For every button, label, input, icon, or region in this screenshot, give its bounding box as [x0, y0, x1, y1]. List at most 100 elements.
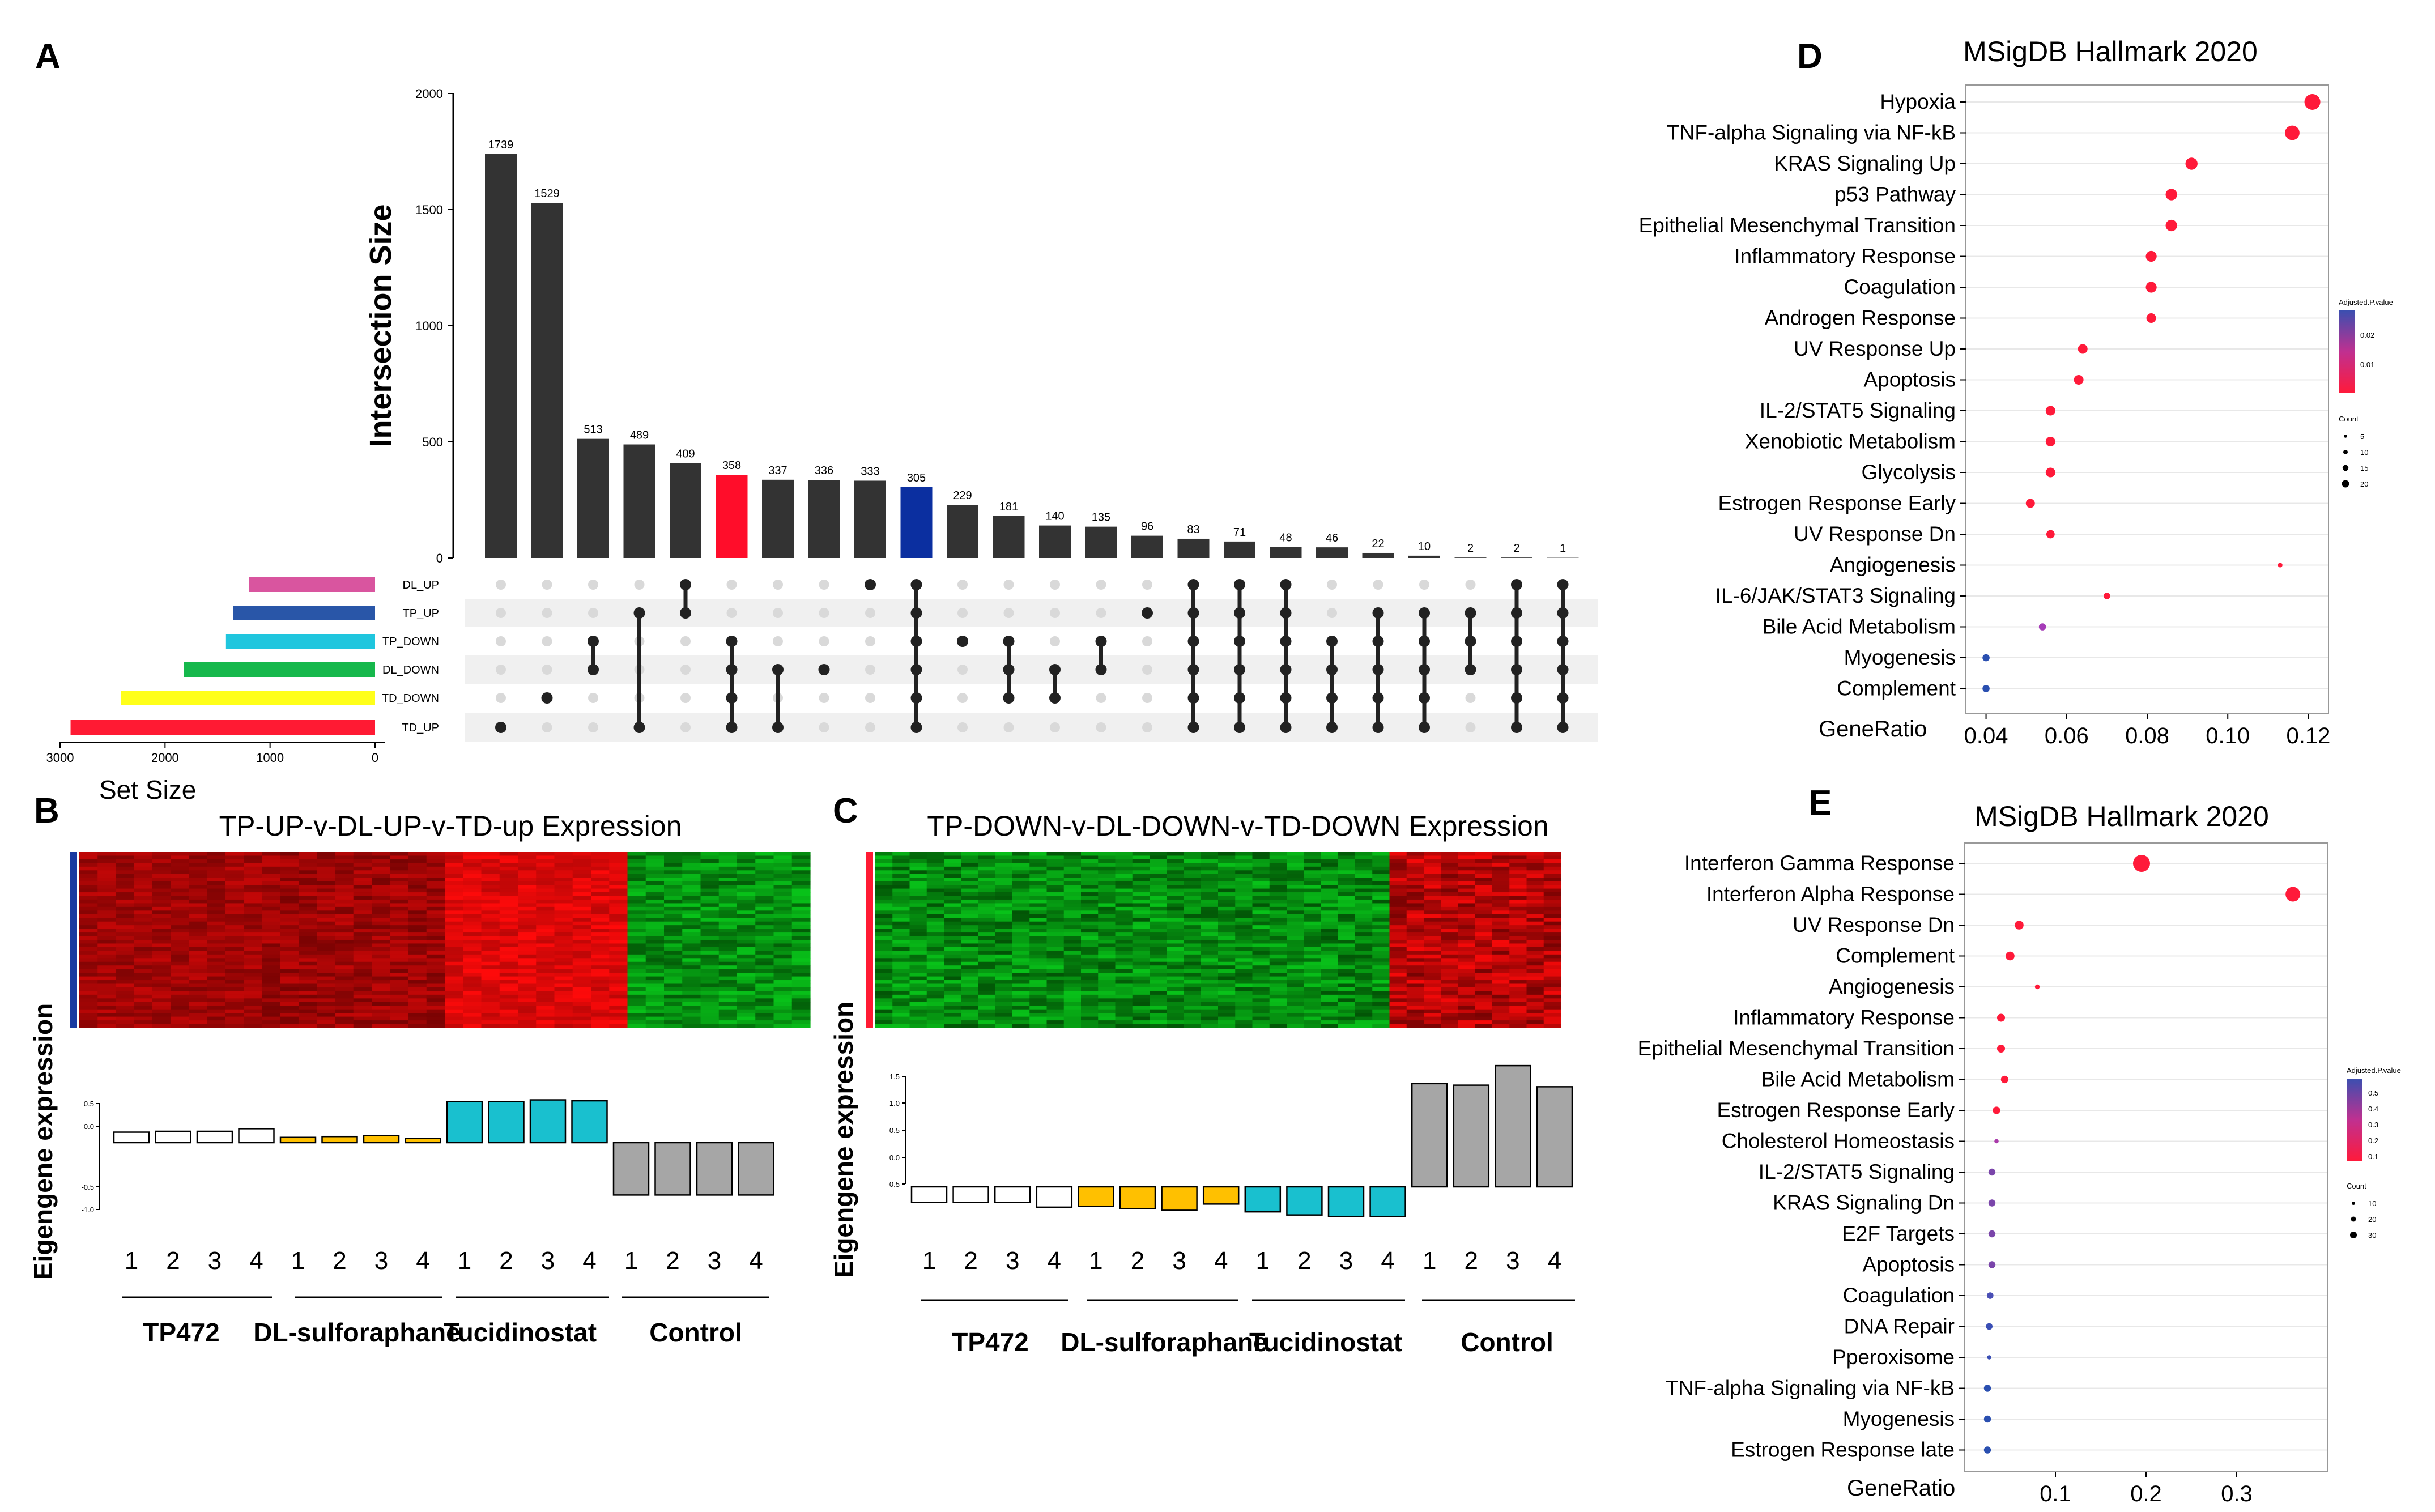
heatmap-cell [116, 859, 135, 863]
heatmap-cell [791, 936, 811, 940]
heatmap-cell [718, 906, 738, 911]
heatmap-cell [591, 983, 610, 988]
heatmap-cell [909, 910, 927, 915]
heatmap-cell [664, 870, 683, 875]
heatmap-cell [408, 994, 427, 999]
heatmap-cell [664, 863, 683, 867]
heatmap-cell [875, 1024, 893, 1028]
heatmap-cell [875, 918, 893, 922]
heatmap-cell [1269, 878, 1287, 882]
heatmap-cell [390, 943, 409, 948]
heatmap-cell [961, 929, 979, 933]
heatmap-cell [791, 1020, 811, 1025]
heatmap-cell [682, 932, 701, 937]
heatmap-cell [79, 1020, 98, 1025]
heatmap-cell [152, 878, 171, 882]
heatmap-cell [1509, 929, 1527, 933]
heatmap-cell [97, 1020, 117, 1025]
heatmap-cell [1063, 885, 1082, 889]
heatmap-cell [372, 1016, 390, 1021]
heatmap-cell [909, 921, 927, 926]
heatmap-cell [445, 852, 463, 857]
heatmap-cell [353, 1013, 372, 1017]
heatmap-cell [225, 943, 244, 948]
heatmap-cell [134, 932, 153, 937]
heatmap-cell [1338, 998, 1356, 1003]
heatmap-cell [299, 910, 317, 915]
heatmap-cell [572, 881, 591, 885]
heatmap-cell [1012, 925, 1030, 930]
heatmap-cell [1355, 932, 1373, 937]
heatmap-cell [875, 973, 893, 977]
heatmap-cell [189, 991, 208, 995]
heatmap-cell [408, 906, 427, 911]
heatmap-cell [1098, 870, 1116, 875]
heatmap-cell [1338, 1002, 1356, 1006]
heatmap-cell [518, 940, 537, 944]
heatmap-cell [499, 918, 518, 922]
heatmap-cell [773, 878, 793, 882]
heatmap-cell [645, 991, 665, 995]
heatmap-cell [152, 855, 171, 860]
heatmap-cell [79, 852, 98, 857]
heatmap-cell [1543, 874, 1561, 878]
heatmap-cell [1218, 998, 1236, 1003]
heatmap-cell [718, 903, 738, 908]
heatmap-cell [944, 965, 961, 970]
heatmap-cell [645, 870, 665, 875]
heatmap-cell [481, 998, 500, 1003]
heatmap-cell [1269, 936, 1287, 940]
heatmap-cell [609, 866, 628, 871]
heatmap-cell [700, 965, 720, 970]
heatmap-cell [718, 925, 738, 930]
intersection-value-label: 71 [1233, 526, 1246, 539]
heatmap-cell [961, 878, 979, 882]
heatmap-cell [97, 921, 117, 926]
heatmap-cell [1526, 925, 1544, 930]
heatmap-cell [700, 878, 720, 882]
heatmap-cell [280, 914, 299, 918]
heatmap-cell [1184, 866, 1202, 871]
heatmap-cell [875, 863, 893, 867]
heatmap-cell [1475, 936, 1493, 940]
heatmap-cell [875, 903, 893, 908]
heatmap-cell [1526, 863, 1544, 867]
heatmap-cell [1269, 852, 1287, 857]
set-name-label: TD_UP [402, 722, 439, 734]
heatmap-cell [875, 947, 893, 951]
heatmap-cell [481, 892, 500, 897]
heatmap-cell [1441, 998, 1459, 1003]
heatmap-cell [572, 1009, 591, 1013]
heatmap-cell [1389, 903, 1407, 908]
heatmap-cell [791, 969, 811, 973]
heatmap-cell [299, 1020, 317, 1025]
heatmap-cell [1458, 914, 1476, 918]
heatmap-cell [645, 921, 665, 926]
heatmap-cell [372, 958, 390, 962]
eigengene-bar [155, 1130, 191, 1144]
heatmap-cell [664, 903, 683, 908]
heatmap-cell [627, 936, 646, 940]
heatmap-cell [408, 929, 427, 933]
heatmap-cell [390, 969, 409, 973]
heatmap-cell [995, 976, 1013, 981]
heatmap-cell [773, 936, 793, 940]
heatmap-cell [1389, 1013, 1407, 1017]
matrix-dot-filled [541, 692, 553, 704]
heatmap-cell [1526, 1013, 1544, 1017]
heatmap-cell [1475, 983, 1493, 988]
heatmap-cell [299, 973, 317, 977]
group-label: Tucidinostat [1249, 1327, 1402, 1357]
heatmap-cell [1184, 1024, 1202, 1028]
heatmap-cell [1304, 987, 1322, 992]
heatmap-cell [682, 892, 701, 897]
heatmap-cell [682, 852, 701, 857]
heatmap-cell [1115, 1024, 1133, 1028]
heatmap-cell [892, 906, 910, 911]
heatmap-cell [591, 878, 610, 882]
heatmap-cell [682, 958, 701, 962]
heatmap-cell [944, 881, 961, 885]
heatmap-cell [335, 954, 354, 959]
heatmap-cell [926, 973, 944, 977]
pathway-term-label: Bile Acid Metabolism [1763, 615, 1956, 638]
